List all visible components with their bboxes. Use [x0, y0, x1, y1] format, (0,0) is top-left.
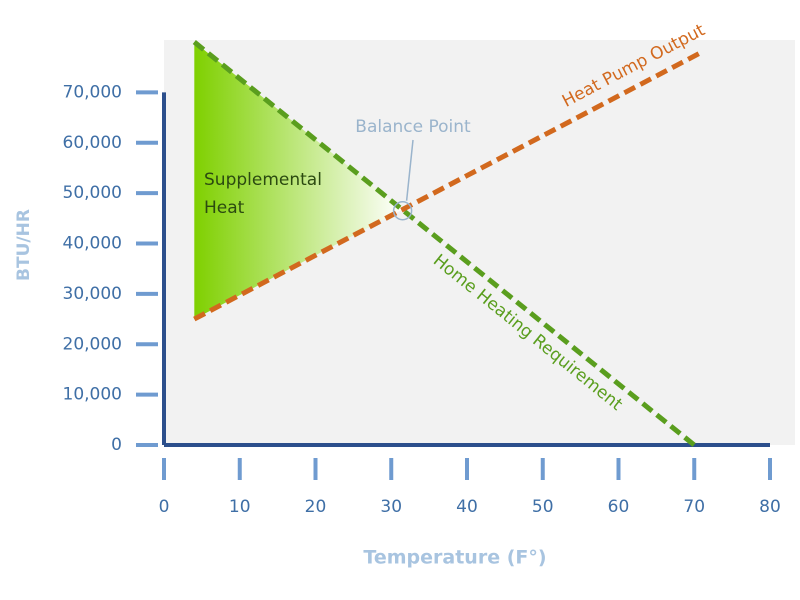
y-tick-label: 60,000 [63, 133, 122, 153]
y-tick-label: 30,000 [63, 284, 122, 304]
balance-pointer [405, 139, 414, 201]
x-tick-label: 0 [159, 497, 170, 517]
y-tick-label: 50,000 [63, 183, 122, 203]
x-tick-label: 10 [229, 497, 251, 517]
x-tick-label: 20 [305, 497, 327, 517]
x-tick-label: 60 [608, 497, 630, 517]
x-tick-label: 50 [532, 497, 554, 517]
balance-point [392, 201, 413, 221]
x-tick-label: 30 [380, 497, 402, 517]
y-tick-label: 40,000 [63, 234, 122, 254]
y-tick-label: 10,000 [63, 385, 122, 405]
x-tick-label: 80 [759, 497, 781, 517]
y-tick-label: 20,000 [63, 334, 122, 354]
x-axis-title: Temperature (F°) [363, 547, 546, 569]
y-tick-label: 0 [111, 435, 122, 455]
series-line [193, 49, 703, 322]
supplemental-heat-label: Supplemental Heat [204, 170, 322, 218]
balance-point-label: Balance Point [355, 117, 471, 137]
y-axis-title: BTU/HR [14, 209, 34, 281]
x-tick-label: 70 [683, 497, 705, 517]
supplemental-area [194, 42, 403, 320]
x-tick-label: 40 [456, 497, 478, 517]
y-tick-label: 70,000 [63, 82, 122, 102]
